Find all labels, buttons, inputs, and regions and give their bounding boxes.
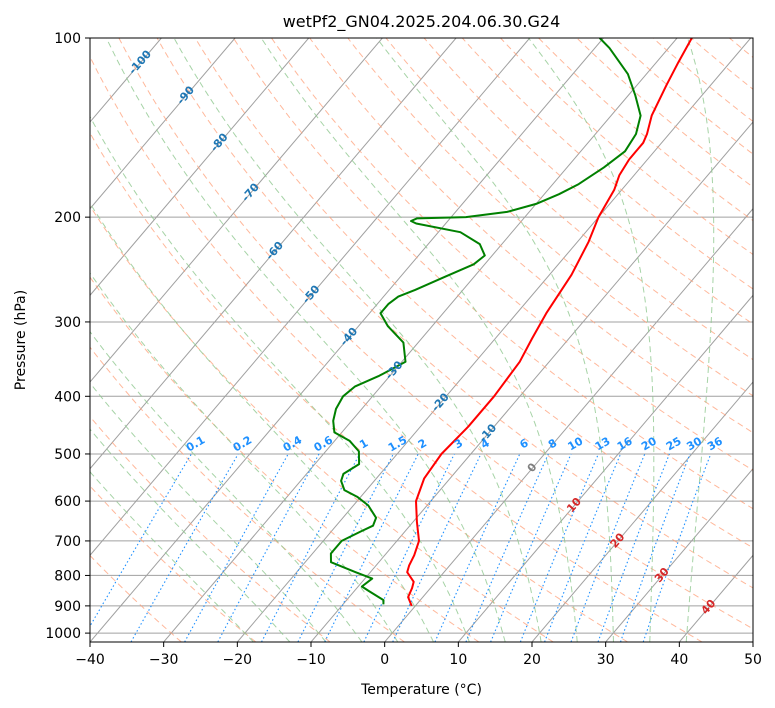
x-tick-label: 0 <box>380 652 389 668</box>
mixing-ratio-line <box>217 453 320 642</box>
moist-adiabat <box>528 38 655 642</box>
mixing-ratio-line <box>597 453 671 642</box>
isotherm-line <box>90 38 310 297</box>
moist-adiabat <box>90 115 470 642</box>
y-tick-label: 200 <box>54 210 81 226</box>
temperature-profile-line <box>406 38 693 607</box>
dry-adiabat <box>118 38 753 630</box>
x-tick-label: 30 <box>597 652 615 668</box>
y-tick-label: 100 <box>54 31 81 47</box>
x-tick-label: −40 <box>75 652 105 668</box>
isotherm-line <box>90 38 604 642</box>
dry-adiabat <box>309 38 753 434</box>
dry-adiabat <box>90 205 554 642</box>
isotherm-line <box>457 294 753 642</box>
isotherm-line <box>163 38 678 642</box>
mixing-ratio-line <box>465 453 549 642</box>
mixing-ratio-line <box>297 453 394 642</box>
mixing-ratio-line <box>184 453 289 642</box>
x-tick-label: −20 <box>223 652 253 668</box>
isotherm-line <box>531 381 753 642</box>
y-tick-label: 300 <box>54 315 81 331</box>
x-tick-label: 40 <box>670 652 688 668</box>
mixing-ratio-line <box>544 453 622 642</box>
moist-adiabat <box>260 38 578 642</box>
mixing-ratio-line <box>490 453 572 642</box>
y-tick-label: 700 <box>54 534 81 550</box>
y-tick-label: 800 <box>54 568 81 584</box>
dry-adiabat <box>90 276 480 642</box>
moist-adiabat <box>90 272 399 642</box>
dry-adiabat <box>90 346 405 642</box>
profile-layer <box>329 38 693 607</box>
mixing-ratio-line <box>570 453 646 642</box>
y-tick-label: 1000 <box>45 626 81 642</box>
dry-adiabat <box>232 38 753 510</box>
isotherm-line <box>90 38 236 210</box>
y-tick-label: 600 <box>54 494 81 510</box>
plot-frame <box>89 37 754 643</box>
dry-adiabat <box>194 38 753 549</box>
chart-title: wetPf2_GN04.2025.204.06.30.G24 <box>283 12 561 32</box>
moist-adiabat <box>376 38 614 642</box>
isotherm-line <box>384 207 753 642</box>
dry-adiabat <box>156 38 753 589</box>
plot-area <box>90 38 753 642</box>
y-tick-label: 500 <box>54 447 81 463</box>
isotherm-line <box>90 38 457 470</box>
mixing-ratio-line <box>519 453 599 642</box>
moist-adiabat <box>90 382 327 642</box>
moist-adiabat <box>105 38 506 642</box>
mixing-ratio-line <box>324 453 419 642</box>
isotherm-line <box>90 38 531 557</box>
x-tick-label: 20 <box>523 652 541 668</box>
isotherm-line <box>310 121 753 642</box>
isotherm-line <box>90 38 383 383</box>
mixing-ratio-line <box>642 453 712 642</box>
dry-adiabat <box>90 132 628 642</box>
isotherm-line <box>605 467 753 642</box>
moist-adiabat <box>90 330 363 642</box>
x-axis-title: Temperature (°C) <box>360 682 482 698</box>
y-tick-label: 400 <box>54 389 81 405</box>
mixing-ratio-line <box>434 453 521 642</box>
x-tick-label: −10 <box>296 652 326 668</box>
dry-adiabat <box>271 38 753 471</box>
y-axis-title: Pressure (hPa) <box>13 290 29 390</box>
axes-layer: −40 −30 −20 −10 0 10 20 30 40 50 100 200 300 400 500 60… <box>45 31 762 668</box>
dry-adiabat <box>90 554 182 642</box>
moist-adiabat <box>90 428 291 642</box>
mixing-ratio-line <box>619 453 691 642</box>
dry-adiabat <box>90 485 257 642</box>
x-tick-label: 50 <box>744 652 762 668</box>
x-tick-label: −30 <box>149 652 179 668</box>
moist-adiabat <box>685 38 715 642</box>
dry-adiabat <box>461 38 753 290</box>
moist-adiabat <box>90 202 434 642</box>
moist-adiabat <box>173 38 542 642</box>
x-tick-label: 10 <box>449 652 467 668</box>
y-tick-label: 900 <box>54 599 81 615</box>
dewpoint-profile-line <box>329 38 642 605</box>
